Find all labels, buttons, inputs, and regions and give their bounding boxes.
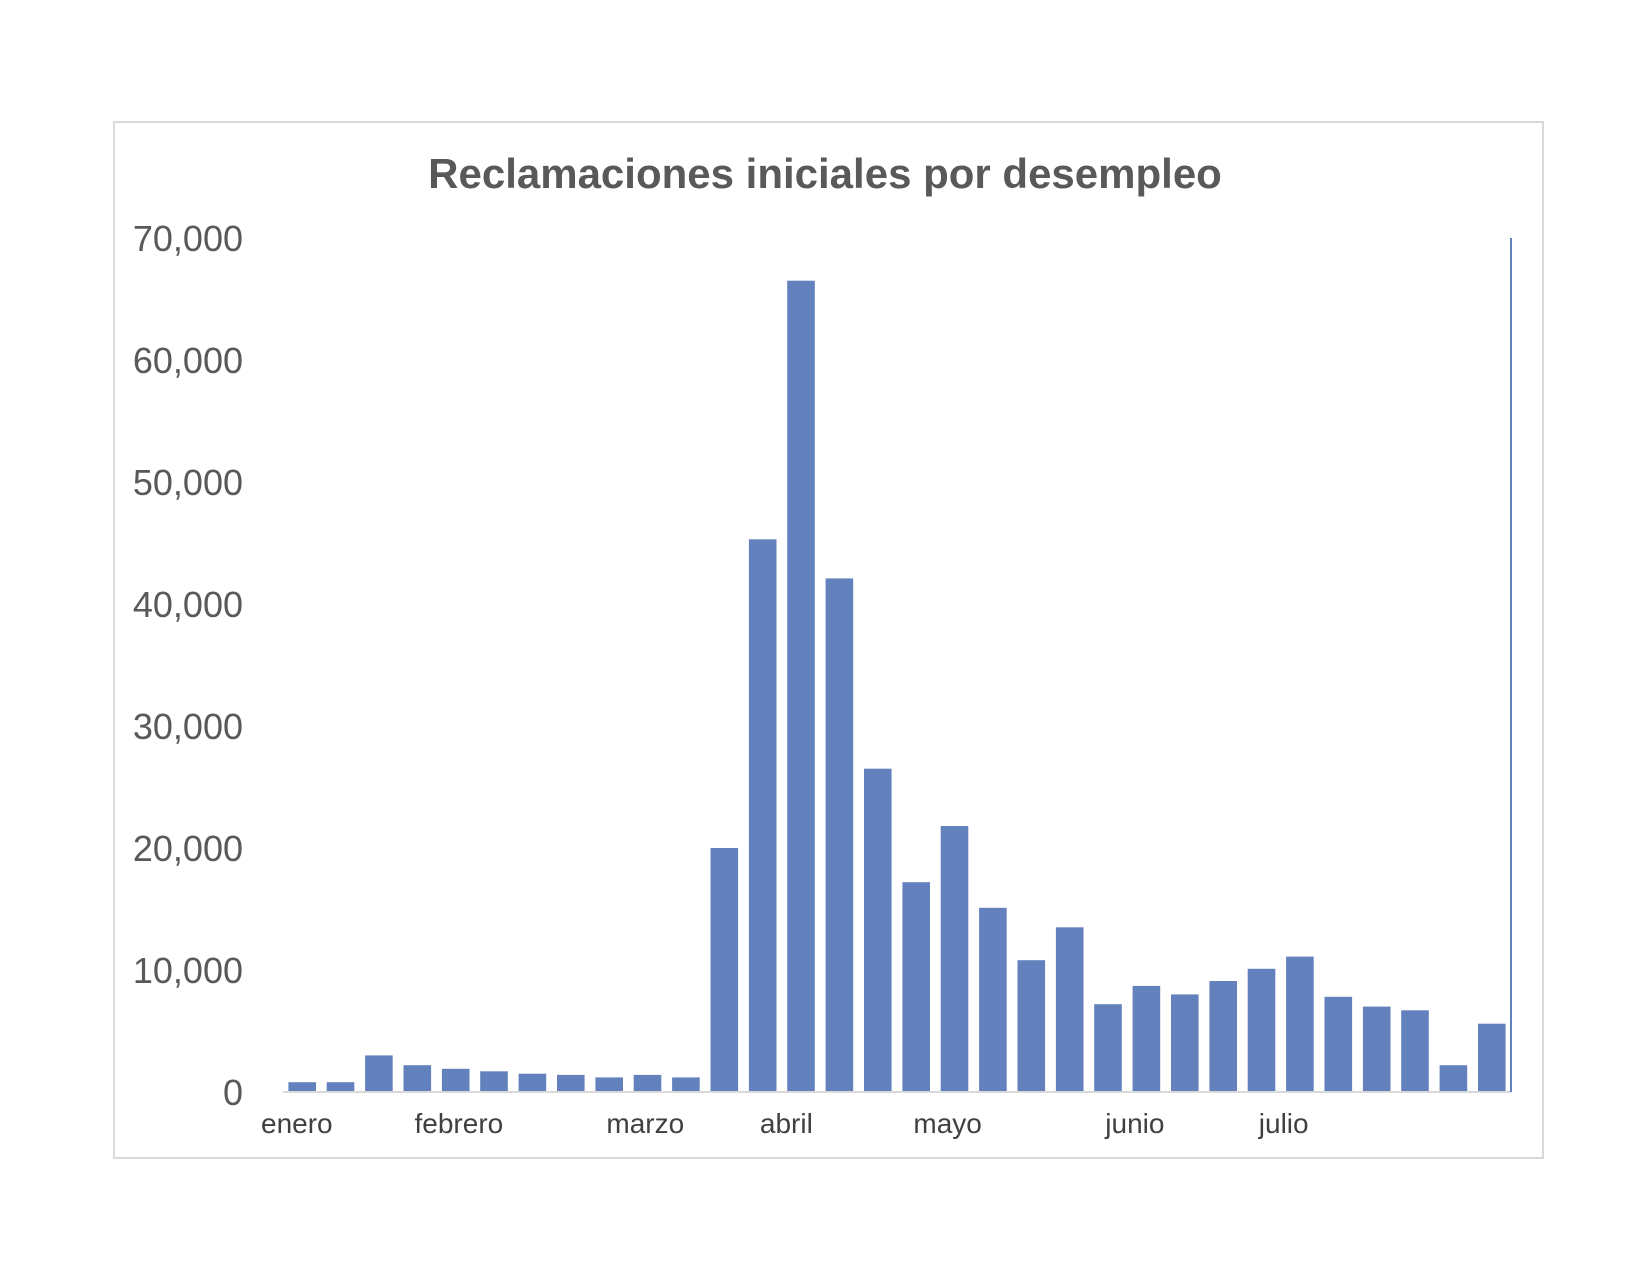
- bar-11: [710, 848, 739, 1092]
- bar-27: [1324, 996, 1353, 1092]
- bar-23: [1171, 994, 1199, 1092]
- bar-28: [1362, 1006, 1391, 1092]
- chart-title: Reclamaciones iniciales por desempleo: [428, 150, 1222, 197]
- bar-31: [1478, 1023, 1506, 1092]
- bar-18: [979, 907, 1007, 1092]
- bar-16: [902, 882, 930, 1092]
- y-tick-label: 70,000: [133, 218, 243, 259]
- bar-12: [748, 539, 777, 1092]
- y-tick-label: 0: [223, 1072, 243, 1113]
- bar-8: [595, 1077, 623, 1092]
- y-axis-ticks: 0 10,000 20,000 30,000 40,000 50,000 60,000 70,…: [133, 218, 243, 1113]
- y-tick-label: 40,000: [133, 584, 243, 625]
- bars: [288, 280, 1506, 1092]
- bar-1: [326, 1082, 355, 1092]
- y-tick-label: 50,000: [133, 462, 243, 503]
- x-tick-label-enero: enero: [261, 1108, 333, 1139]
- bar-15: [864, 768, 892, 1092]
- bar-3: [403, 1065, 432, 1092]
- bar-9: [633, 1074, 662, 1092]
- bar-30: [1439, 1065, 1468, 1092]
- bar-22: [1132, 985, 1161, 1092]
- bar-29: [1401, 1010, 1429, 1092]
- bar-6: [518, 1073, 547, 1092]
- x-tick-label-febrero: febrero: [415, 1108, 504, 1139]
- bar-2: [365, 1055, 393, 1092]
- bar-5: [480, 1071, 508, 1092]
- bar-17: [940, 826, 969, 1092]
- x-tick-label-julio: julio: [1258, 1108, 1309, 1139]
- y-tick-label: 20,000: [133, 828, 243, 869]
- bar-13: [787, 280, 815, 1092]
- y-tick-label: 10,000: [133, 950, 243, 991]
- bar-20: [1055, 927, 1084, 1092]
- bar-26: [1286, 956, 1314, 1092]
- x-tick-label-marzo: marzo: [606, 1108, 684, 1139]
- x-tick-label-abril: abril: [760, 1108, 813, 1139]
- x-tick-label-junio: junio: [1104, 1108, 1164, 1139]
- bar-10: [672, 1077, 700, 1092]
- x-axis-labels: enero febrero marzo abril mayo junio julio: [261, 1108, 1309, 1139]
- y-tick-label: 30,000: [133, 706, 243, 747]
- bar-21: [1094, 1004, 1122, 1092]
- x-tick-label-mayo: mayo: [913, 1108, 981, 1139]
- bar-19: [1017, 960, 1046, 1092]
- bar-0: [288, 1082, 316, 1092]
- bar-4: [441, 1068, 470, 1092]
- bar-24: [1209, 981, 1237, 1092]
- bar-25: [1247, 968, 1276, 1092]
- y-tick-label: 60,000: [133, 340, 243, 381]
- bar-14: [825, 578, 854, 1092]
- bar-7: [557, 1074, 585, 1092]
